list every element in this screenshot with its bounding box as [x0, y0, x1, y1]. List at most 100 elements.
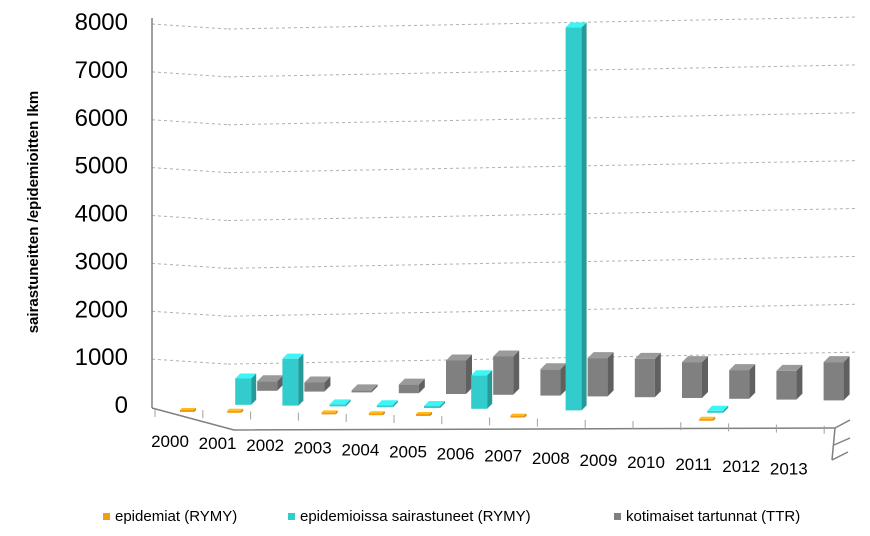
- bar-side: [440, 401, 445, 408]
- bar-side: [487, 370, 493, 409]
- bar-top: [823, 356, 850, 363]
- depth-axis-tick: [833, 437, 851, 446]
- legend-swatch: [614, 513, 621, 520]
- x-tick-label: 2013: [770, 459, 808, 478]
- bar: [729, 364, 756, 399]
- y-tick-label: 0: [115, 392, 128, 419]
- bar-top: [510, 413, 527, 416]
- bar-side: [251, 373, 257, 405]
- x-tick-label: 2005: [389, 443, 427, 462]
- bar-side: [241, 408, 244, 413]
- bar: [471, 370, 493, 409]
- bar-top: [424, 401, 445, 406]
- bar-front: [282, 358, 299, 406]
- bar-front: [707, 410, 724, 413]
- gridline: [227, 351, 859, 365]
- bar-top: [776, 364, 803, 371]
- bar-top: [682, 356, 708, 363]
- bar: [304, 376, 331, 392]
- bar: [707, 405, 729, 413]
- bar-side: [382, 411, 385, 416]
- bar-top: [321, 410, 338, 413]
- gridline-side: [151, 167, 229, 174]
- bar-side: [749, 364, 756, 399]
- bar-top: [180, 408, 196, 410]
- bar-side: [796, 364, 803, 400]
- bar-side: [335, 410, 338, 415]
- x-tick-label: 2001: [199, 434, 237, 453]
- bar-top: [227, 408, 244, 411]
- bar-top: [304, 376, 331, 383]
- bar: [257, 375, 284, 391]
- gridline-side: [151, 71, 229, 78]
- bar-side: [345, 399, 351, 407]
- bar: [376, 400, 398, 408]
- y-tick-label: 1000: [75, 344, 128, 371]
- bar-side: [324, 376, 331, 392]
- bar-side: [713, 416, 716, 421]
- bar: [329, 399, 351, 407]
- bar-top: [282, 353, 304, 359]
- gridline: [227, 160, 859, 174]
- bar-side: [560, 363, 567, 396]
- bar-front: [587, 358, 608, 397]
- bar-front: [257, 381, 278, 391]
- y-tick-labels: 0 1000 2000 3000 4000 5000 6000 7000 8000: [75, 9, 128, 419]
- bar-front: [351, 390, 372, 393]
- bar-top: [729, 364, 756, 371]
- gridline-side: [151, 358, 229, 365]
- bar-front: [227, 410, 242, 413]
- depth-axis-line: [831, 427, 836, 461]
- legend-item: epidemiat (RYMY): [103, 508, 237, 525]
- bar: [398, 378, 425, 394]
- bar: [510, 413, 527, 418]
- bar: [565, 22, 587, 411]
- legend: epidemiat (RYMY) epidemioissa sairastunee…: [103, 508, 800, 525]
- gridline-side: [151, 23, 229, 30]
- bar-top: [416, 412, 432, 414]
- y-tick-label: 6000: [75, 105, 128, 132]
- x-tick-label: 2000: [151, 432, 189, 451]
- gridline: [227, 64, 859, 78]
- x-tick-label: 2006: [437, 445, 475, 464]
- bar-side: [654, 352, 661, 398]
- bar-side: [371, 384, 378, 393]
- bar-front: [398, 384, 419, 394]
- x-tick-label: 2004: [341, 440, 379, 459]
- bar-top: [540, 363, 567, 370]
- bar-side: [702, 356, 708, 398]
- legend-label: epidemioissa sairastuneet (RYMY): [300, 508, 531, 525]
- bar: [446, 354, 472, 394]
- bar-front: [376, 405, 393, 408]
- bar-top: [446, 354, 472, 361]
- bar-front: [424, 406, 440, 408]
- x-tick-label: 2010: [627, 453, 665, 472]
- bar-front: [235, 378, 252, 405]
- bar-side: [418, 378, 425, 394]
- bar-front: [729, 370, 750, 399]
- depth-axis-tick: [831, 451, 849, 461]
- bar-side: [194, 408, 196, 412]
- bar-front: [304, 382, 325, 392]
- y-tick-label: 2000: [75, 296, 128, 323]
- bar: [540, 363, 567, 396]
- bar-front: [682, 362, 702, 398]
- bar-top: [707, 405, 729, 411]
- gridline: [227, 112, 859, 126]
- gridline: [227, 255, 859, 269]
- bar-top: [235, 373, 257, 379]
- bar-top: [398, 378, 425, 385]
- bar: [235, 373, 257, 405]
- bar-top: [351, 384, 378, 391]
- bar: [424, 401, 445, 408]
- bar: [368, 411, 385, 416]
- bar-top: [257, 375, 284, 382]
- bar-top: [493, 350, 520, 357]
- bar-front: [321, 412, 336, 415]
- legend-swatch: [103, 513, 110, 520]
- depth-axis-line: [834, 419, 851, 429]
- bar-side: [513, 350, 520, 395]
- bar: [227, 408, 244, 413]
